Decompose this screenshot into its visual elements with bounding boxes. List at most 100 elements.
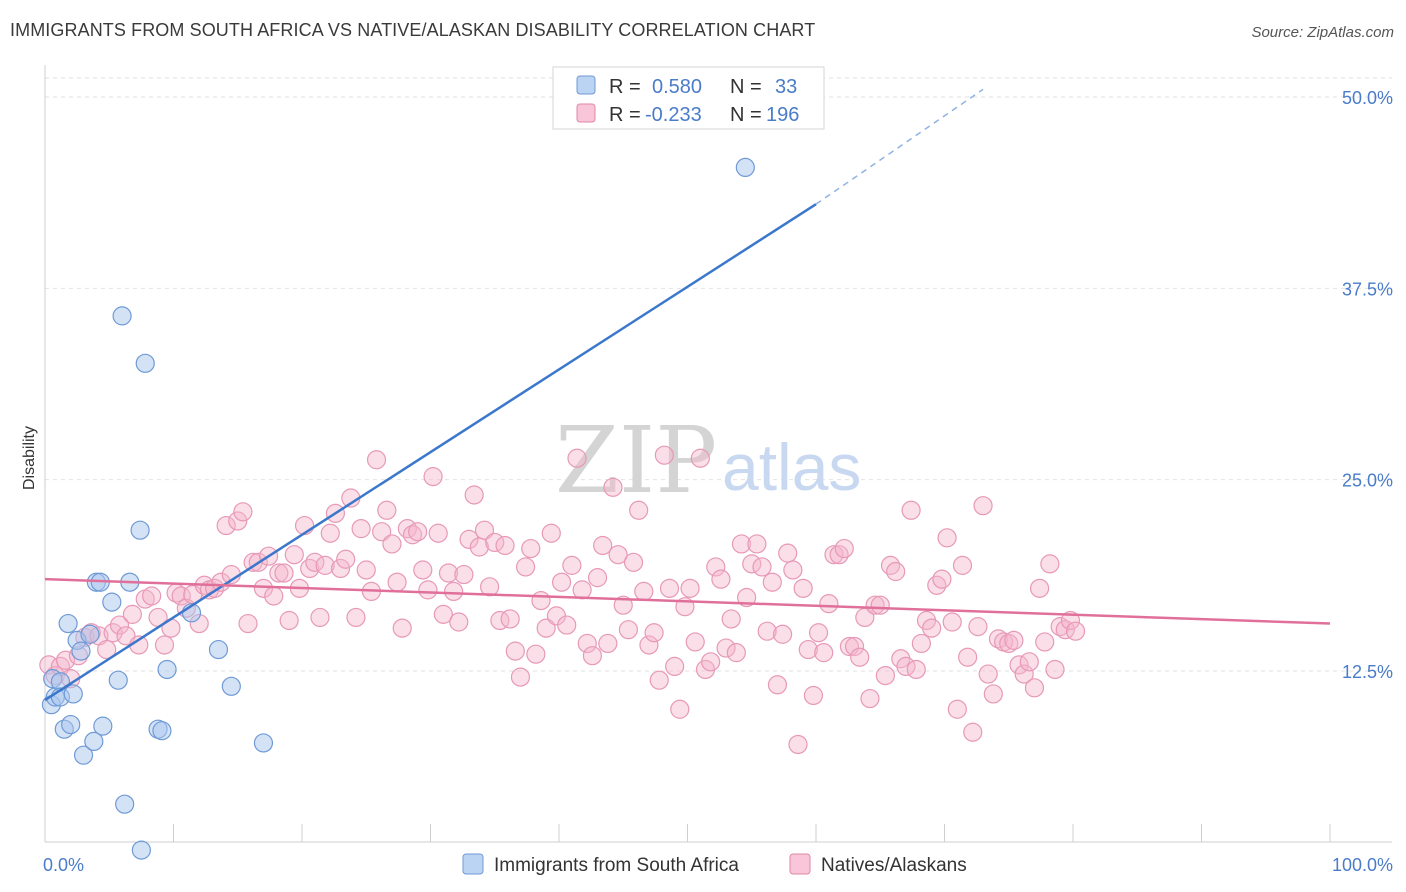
data-point-natives [906, 659, 926, 680]
data-point-natives [613, 595, 633, 615]
y-tick-label: 12.5% [1342, 662, 1393, 682]
data-point-natives [752, 557, 772, 577]
data-point-natives [988, 629, 1009, 649]
data-point-natives [711, 569, 731, 589]
data-point-natives [526, 644, 546, 664]
legend-n-value-blue: 33 [775, 76, 797, 98]
data-point-natives [1014, 664, 1034, 684]
data-point-natives [947, 699, 967, 719]
data-point-natives [97, 639, 117, 660]
data-point-natives [911, 633, 931, 654]
data-point-natives [459, 529, 479, 549]
data-point-natives [454, 564, 474, 585]
data-point-natives [300, 558, 320, 579]
data-point-natives [413, 560, 433, 580]
data-point-immigrants [131, 840, 151, 860]
data-point-natives [510, 667, 531, 687]
data-point-natives [778, 543, 798, 563]
data-point-natives [958, 647, 978, 667]
data-point-natives [109, 615, 130, 635]
data-point-natives [870, 595, 890, 615]
data-point-natives [680, 578, 700, 598]
data-point-natives [747, 534, 767, 554]
data-point-natives [480, 577, 500, 597]
legend-immigrants-label: Immigrants from South Africa [494, 855, 739, 876]
data-point-natives [860, 688, 880, 709]
data-point-natives [433, 604, 453, 624]
data-point-immigrants [253, 733, 274, 753]
trend-line-immigrants [44, 203, 817, 702]
series-immigrants-points [41, 157, 755, 860]
data-point-immigrants [93, 716, 113, 736]
data-point-natives [1019, 652, 1039, 672]
data-point-natives [551, 572, 572, 592]
data-point-natives [644, 623, 664, 643]
data-point-natives [762, 572, 782, 592]
data-point-natives [793, 578, 813, 598]
data-point-natives [366, 450, 387, 470]
x-tick-labels: 0.0% 100.0% [43, 855, 1393, 875]
data-point-natives [665, 656, 685, 677]
data-point-immigrants [108, 670, 128, 690]
data-point-natives [1065, 621, 1086, 641]
y-tick-label: 50.0% [1342, 88, 1393, 108]
watermark-atlas: atlas [722, 430, 861, 504]
data-point-natives [253, 578, 274, 598]
data-point-natives [536, 618, 556, 638]
data-point-natives [1050, 617, 1070, 637]
data-point-natives [264, 586, 284, 606]
data-point-natives [850, 647, 870, 667]
data-point-natives [351, 519, 371, 539]
data-point-natives [587, 568, 608, 588]
y-tick-labels: 12.5% 25.0% 37.5% 50.0% [1342, 88, 1393, 682]
data-point-natives [968, 617, 988, 637]
data-point-natives [582, 646, 603, 666]
data-point-immigrants [58, 613, 78, 634]
legend-r-label-blue: R = [609, 76, 641, 98]
data-point-natives [798, 639, 818, 660]
data-point-natives [444, 581, 464, 602]
data-point-natives [336, 549, 356, 569]
data-point-natives [142, 586, 162, 606]
data-point-natives [269, 563, 289, 583]
data-point-natives [572, 580, 592, 600]
data-point-natives [320, 523, 340, 543]
data-point-natives [623, 552, 644, 572]
watermark: ZIP atlas [555, 407, 861, 514]
legend-natives-label: Natives/Alaskans [821, 855, 967, 876]
data-point-natives [562, 555, 582, 575]
data-point-natives [464, 485, 484, 505]
data-point-natives [438, 563, 459, 583]
data-point-natives [701, 652, 721, 672]
data-point-natives [670, 699, 690, 719]
data-point-natives [731, 534, 752, 554]
data-point-natives [598, 633, 618, 654]
data-point-natives [932, 569, 952, 589]
data-point-natives [228, 511, 248, 531]
data-point-natives [154, 635, 175, 655]
data-point-natives [382, 534, 402, 554]
data-point-natives [428, 523, 448, 543]
data-point-natives [814, 643, 834, 663]
data-point-natives [449, 612, 469, 632]
data-point-natives [505, 641, 525, 661]
data-point-immigrants [135, 353, 155, 373]
data-point-natives [372, 522, 392, 542]
data-point-natives [767, 675, 788, 695]
legend-immigrants-swatch [462, 853, 484, 875]
data-point-immigrants [80, 624, 100, 644]
data-point-immigrants [71, 641, 91, 661]
data-point-natives [757, 621, 777, 641]
trend-line-natives [44, 577, 1331, 625]
data-point-natives [577, 633, 597, 654]
data-point-natives [402, 525, 423, 545]
data-point-natives [973, 496, 993, 516]
source-label: Source: ZipAtlas.com [1251, 24, 1394, 41]
data-point-natives [819, 594, 839, 614]
data-point-natives [515, 557, 536, 577]
data-point-natives [1055, 620, 1075, 640]
data-point-immigrants [115, 794, 135, 814]
data-point-natives [274, 563, 294, 583]
series-natives-points [39, 445, 1086, 755]
